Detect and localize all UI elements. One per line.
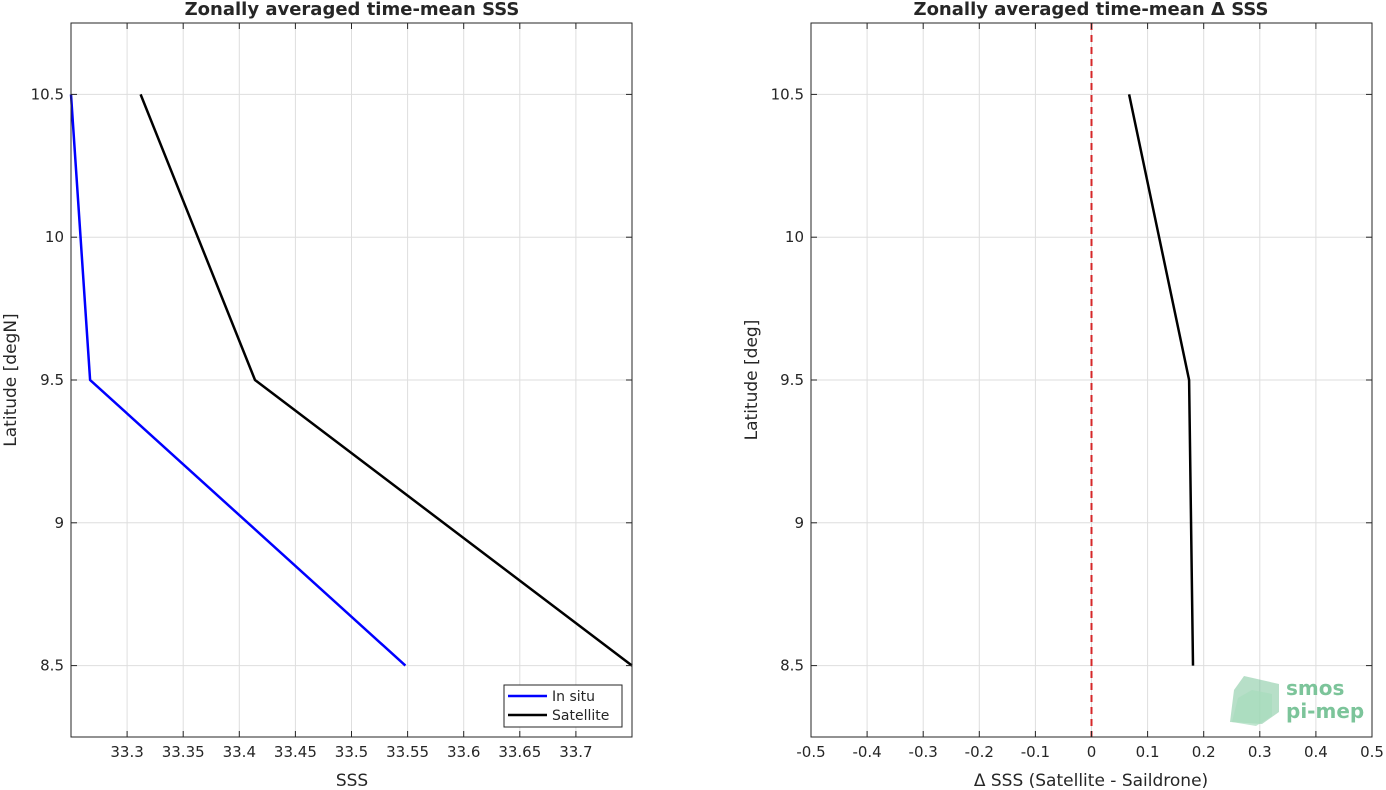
x-tick-label: 0.3 [1248, 743, 1272, 761]
x-tick-label: -0.5 [796, 743, 825, 761]
x-tick-label: 33.45 [274, 743, 317, 761]
series-line-in-situ [69, 94, 407, 667]
ticks: -0.5 -0.4 -0.3 -0.2 -0.1 0 0.1 0.2 0.3 0.4 0.5 8.5 9… [771, 23, 1384, 761]
x-tick-label: 0.4 [1304, 743, 1328, 761]
y-tick-label: 10.5 [31, 85, 64, 103]
x-tick-label: 33.6 [447, 743, 480, 761]
x-axis-label: SSS [336, 771, 368, 790]
y-tick-label: 9.5 [780, 371, 804, 389]
grid [71, 23, 632, 737]
logo-text-pi-mep: pi-mep [1286, 699, 1364, 723]
y-tick-label: 10.5 [771, 85, 804, 103]
legend: In situ Satellite [503, 684, 623, 728]
legend-label-satellite: Satellite [552, 708, 609, 724]
sss-chart: Zonally averaged time-mean SSS 33.3 33.35… [1, 0, 633, 790]
x-tick-label: -0.3 [909, 743, 938, 761]
x-tick-label: 33.5 [335, 743, 368, 761]
x-tick-label: 0 [1087, 743, 1097, 761]
logo-wave-icon [1232, 690, 1272, 726]
x-tick-label: 0.5 [1360, 743, 1384, 761]
series-group [1127, 94, 1195, 666]
x-tick-label: 0.1 [1136, 743, 1160, 761]
y-tick-label: 8.5 [780, 657, 804, 675]
grid [810, 23, 1373, 737]
logo-text-smos: smos [1286, 676, 1344, 700]
y-tick-label: 10 [785, 228, 804, 246]
x-tick-label: 0.2 [1192, 743, 1216, 761]
x-tick-label: 33.35 [162, 743, 205, 761]
legend-label-in-situ: In situ [552, 689, 595, 705]
x-tick-label: -0.2 [965, 743, 994, 761]
y-axis-label: Latitude [degN] [1, 313, 21, 446]
x-tick-label: 33.65 [498, 743, 541, 761]
x-tick-label: 33.55 [386, 743, 429, 761]
delta-sss-chart: Zonally averaged time-mean Δ SSS -0.5 -0.… [742, 0, 1384, 790]
x-tick-label: 33.7 [559, 743, 592, 761]
series-line-delta-sss [1127, 94, 1195, 666]
legend-box [503, 684, 623, 728]
ticks: 33.3 33.35 33.4 33.45 33.5 33.55 33.6 33.65 33.7… [31, 23, 632, 761]
y-tick-label: 8.5 [40, 657, 64, 675]
y-tick-label: 9.5 [40, 371, 64, 389]
y-axis-label: Latitude [deg] [742, 320, 762, 441]
x-tick-label: -0.4 [852, 743, 881, 761]
series-group [69, 93, 633, 667]
chart-title: Zonally averaged time-mean SSS [185, 0, 520, 20]
y-tick-label: 10 [45, 228, 64, 246]
y-tick-label: 9 [54, 514, 64, 532]
series-line-satellite [139, 93, 633, 667]
x-axis-label: Δ SSS (Satellite - Saildrone) [974, 771, 1208, 790]
smos-pi-mep-logo: smos pi-mep [1230, 676, 1364, 726]
chart-title: Zonally averaged time-mean Δ SSS [914, 0, 1269, 20]
y-tick-label: 9 [794, 514, 804, 532]
x-tick-label: -0.1 [1021, 743, 1050, 761]
x-tick-label: 33.3 [110, 743, 143, 761]
x-tick-label: 33.4 [223, 743, 256, 761]
